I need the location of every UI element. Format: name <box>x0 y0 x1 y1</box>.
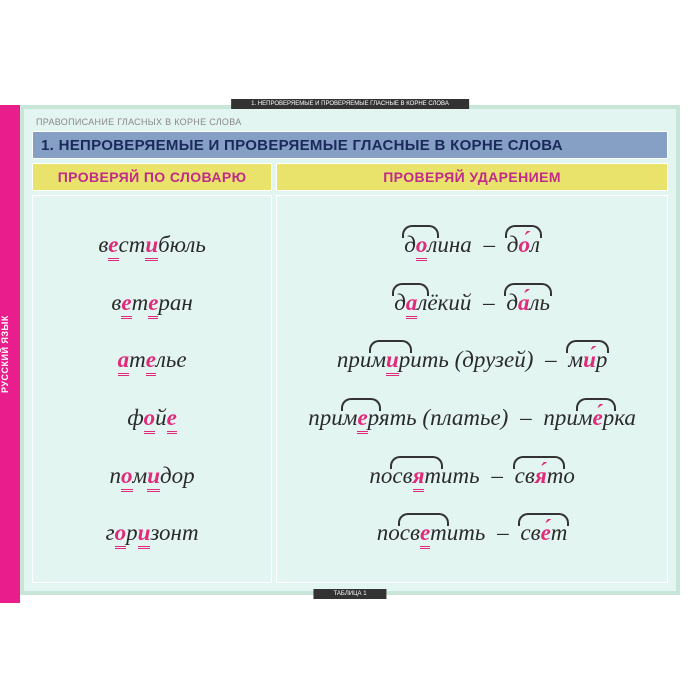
body-columns: вестибюль ветеран ателье фойе помидор горизон… <box>32 195 668 583</box>
word-item: ветеран <box>111 289 192 317</box>
word-pair: долина – дол <box>404 231 540 259</box>
word-item: ателье <box>118 346 187 374</box>
spine-label: РУССКИЙ ЯЗЫК <box>0 105 20 603</box>
word-item: помидор <box>110 462 195 490</box>
word-item: горизонт <box>106 519 199 547</box>
column-headers: ПРОВЕРЯЙ ПО СЛОВАРЮ ПРОВЕРЯЙ УДАРЕНИЕМ <box>32 163 668 191</box>
column-stress: долина – дол далёкий – даль примирить (дру… <box>276 195 668 583</box>
title-bar: 1. НЕПРОВЕРЯЕМЫЕ И ПРОВЕРЯЕМЫЕ ГЛАСНЫЕ В… <box>32 131 668 159</box>
word-pair: посветить – свет <box>377 519 568 547</box>
poster-card: РУССКИЙ ЯЗЫК 1. НЕПРОВЕРЯЕМЫЕ И ПРОВЕРЯЕ… <box>20 105 680 595</box>
header-right: ПРОВЕРЯЙ УДАРЕНИЕМ <box>276 163 668 191</box>
word-pair: примерять (платье) – примерка <box>308 404 636 432</box>
word-pair: посвятить – свято <box>369 462 574 490</box>
word-item: вестибюль <box>98 231 206 259</box>
pretitle: ПРАВОПИСАНИЕ ГЛАСНЫХ В КОРНЕ СЛОВА <box>36 117 242 127</box>
header-left: ПРОВЕРЯЙ ПО СЛОВАРЮ <box>32 163 272 191</box>
top-tab: 1. НЕПРОВЕРЯЕМЫЕ И ПРОВЕРЯЕМЫЕ ГЛАСНЫЕ В… <box>231 99 469 109</box>
bottom-tab: ТАБЛИЦА 1 <box>313 589 386 599</box>
word-pair: далёкий – даль <box>394 289 550 317</box>
word-pair: примирить (друзей) – мир <box>337 346 608 374</box>
word-item: фойе <box>127 404 177 432</box>
column-dictionary: вестибюль ветеран ателье фойе помидор горизон… <box>32 195 272 583</box>
